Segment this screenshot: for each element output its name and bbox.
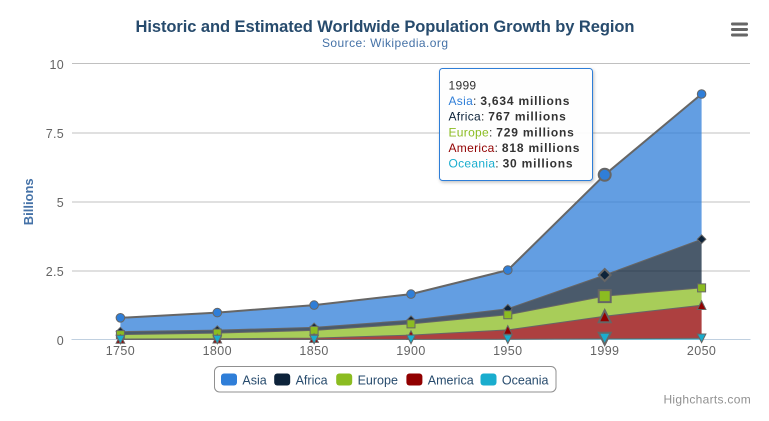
svg-text:Oceania: Oceania [502, 374, 549, 388]
svg-text:1950: 1950 [493, 344, 522, 358]
svg-text:1999: 1999 [590, 344, 619, 358]
svg-text:7.5: 7.5 [46, 127, 64, 141]
svg-text:America: America [428, 374, 474, 388]
svg-text:Africa: 767 millions: Africa: 767 millions [449, 110, 567, 124]
svg-text:2.5: 2.5 [46, 265, 64, 279]
svg-text:Source: Wikipedia.org: Source: Wikipedia.org [322, 36, 448, 50]
svg-text:Billions: Billions [21, 178, 36, 225]
svg-text:1800: 1800 [203, 344, 232, 358]
svg-text:5: 5 [57, 196, 64, 210]
svg-text:1900: 1900 [396, 344, 425, 358]
svg-text:Asia: Asia [242, 374, 266, 388]
svg-text:1850: 1850 [299, 344, 328, 358]
svg-text:Africa: Africa [296, 374, 328, 388]
svg-text:2050: 2050 [687, 344, 716, 358]
svg-text:Asia: 3,634 millions: Asia: 3,634 millions [449, 94, 571, 108]
svg-text:Europe: Europe [358, 374, 398, 388]
svg-text:Highcharts.com: Highcharts.com [663, 393, 751, 407]
svg-text:America: 818 millions: America: 818 millions [449, 141, 581, 155]
svg-text:Historic and Estimated Worldwi: Historic and Estimated Worldwide Populat… [136, 18, 635, 36]
svg-text:1999: 1999 [449, 79, 477, 93]
svg-text:0: 0 [57, 334, 64, 348]
svg-text:Europe: 729 millions: Europe: 729 millions [449, 125, 575, 139]
svg-text:Oceania: 30 millions: Oceania: 30 millions [449, 157, 574, 171]
svg-text:1750: 1750 [106, 344, 135, 358]
svg-text:10: 10 [49, 58, 64, 72]
